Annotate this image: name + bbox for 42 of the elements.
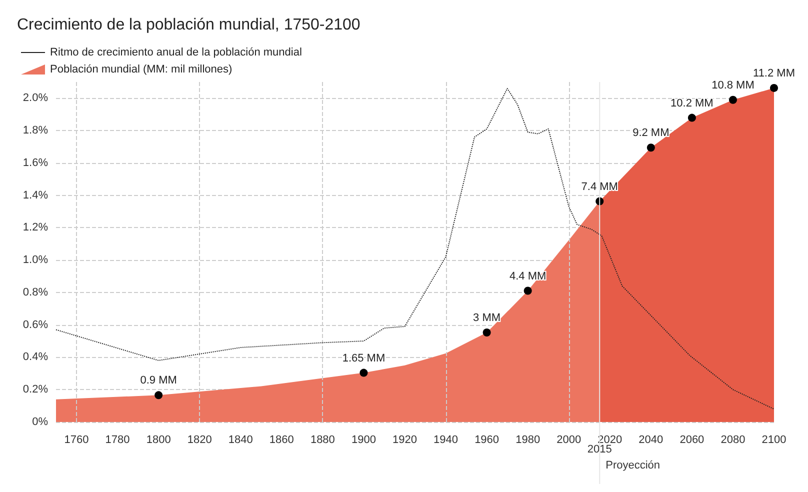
annotation: 2015: [587, 444, 612, 456]
y-tick-label: 1.6%: [22, 156, 48, 169]
y-tick-label: 0.4%: [22, 351, 48, 364]
x-tick-label: 2100: [762, 434, 786, 446]
x-tick-label: 1920: [392, 434, 417, 446]
y-tick-label: 2.0%: [22, 92, 48, 104]
data-label: 1.65 MM: [342, 352, 386, 364]
y-tick-label: 1.0%: [22, 254, 48, 266]
ref-line-label: Proyección: [606, 460, 660, 472]
x-tick-label: 1880: [310, 434, 335, 446]
x-tick-label: 1960: [474, 434, 500, 446]
data-label: 0.9 MM: [140, 374, 177, 387]
y-tick-label: 1.8%: [22, 124, 48, 137]
x-tick-label: 1900: [351, 434, 376, 446]
legend-label: Ritmo de crecimiento anual de la población mundial: [50, 46, 302, 58]
y-tick-label: 1.4%: [22, 189, 48, 202]
x-tick-label: 1940: [434, 434, 458, 446]
data-label: 9.2 MM: [632, 127, 670, 140]
x-tick-label: 2060: [680, 434, 704, 446]
data-label: 10.8 MM: [712, 79, 754, 92]
y-tick-label: 0.2%: [22, 384, 48, 396]
x-tick-label: 2020: [598, 434, 622, 446]
data-label: 10.2 MM: [670, 97, 714, 110]
legend-label: Población mundial (MM: mil millones): [50, 64, 232, 76]
y-tick-label: 0.6%: [22, 318, 48, 331]
x-tick-label: 2040: [638, 434, 664, 446]
y-tick-label: 0.8%: [22, 286, 48, 298]
x-tick-label: 1800: [146, 434, 171, 446]
x-tick-label: 1780: [105, 434, 130, 446]
chart-title: Crecimiento de la población mundial, 1750-2100: [17, 16, 360, 34]
x-tick-label: 1760: [64, 434, 89, 446]
y-tick-label: 1.2%: [22, 222, 48, 234]
data-label: 3 MM: [473, 312, 501, 324]
data-label: 11.2 MM: [753, 67, 795, 80]
x-tick-label: 1860: [269, 434, 294, 446]
x-tick-label: 1840: [228, 434, 253, 446]
line-series: [56, 88, 774, 410]
y-tick-label: 0%: [32, 416, 48, 428]
x-tick-label: 1980: [516, 434, 540, 446]
x-tick-label: 2000: [556, 434, 582, 446]
x-tick-label: 2080: [720, 434, 746, 446]
x-tick-label: 1820: [187, 434, 212, 446]
